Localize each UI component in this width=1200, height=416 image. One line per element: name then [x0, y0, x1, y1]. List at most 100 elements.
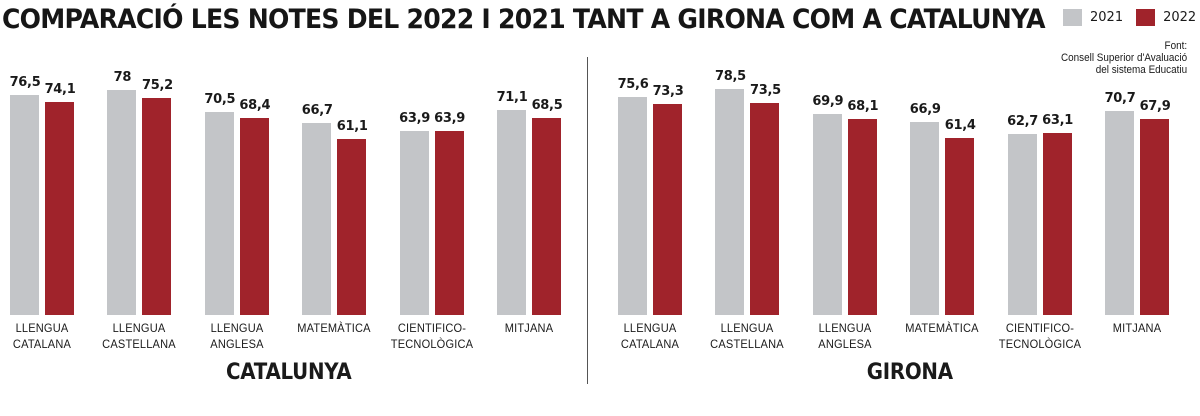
category-line-2: ANGLESA: [210, 337, 264, 351]
category-line-2: CASTELLANA: [710, 337, 785, 351]
source-line-3: del sistema Educatiu: [1095, 64, 1187, 76]
value-label-2022: 75,2: [141, 78, 173, 94]
value-label-2022: 67,9: [1139, 99, 1171, 115]
bar-group: 66,9 61,4 MATEMÀTICA: [905, 0, 990, 416]
value-label-2022: 61,4: [944, 118, 976, 134]
category-line-1: LLENGUA: [818, 321, 872, 335]
category-label: MITJANA: [481, 320, 577, 336]
bar-2021: [618, 97, 647, 315]
bar-group: 63,9 63,9 CIENTIFICO- TECNOLÒGICA: [390, 0, 480, 416]
bar-2022: [653, 103, 682, 315]
bar-2022: [945, 138, 975, 315]
source-note: Font: Consell Superior d'Avaluació del s…: [1061, 40, 1187, 76]
value-label-2021: 71,1: [496, 90, 528, 106]
category-line-2: CATALANA: [12, 337, 72, 351]
bar-2021: [1007, 134, 1037, 315]
value-label-2021: 78: [113, 70, 132, 86]
category-line-1: MITJANA: [1112, 321, 1162, 335]
value-label-2022: 68,5: [531, 97, 563, 113]
category-line-2: TECNOLÒGICA: [390, 337, 473, 351]
value-label-2022: 73,3: [652, 83, 684, 99]
value-label-2021: 76,5: [9, 74, 41, 90]
bar-2022: [1042, 133, 1072, 315]
category-label: LLENGUA CASTELLANA: [92, 320, 188, 352]
source-line-1: Font:: [1164, 40, 1187, 52]
bar-2021: [910, 122, 940, 315]
category-line-1: LLENGUA: [210, 321, 264, 335]
category-line-1: LLENGUA: [112, 321, 166, 335]
bar-2021: [107, 90, 137, 315]
bar-2022: [434, 130, 464, 315]
category-label: LLENGUA ANGLESA: [189, 320, 285, 352]
bar-2021: [812, 113, 842, 315]
value-label-2021: 69,9: [812, 93, 844, 109]
bar-2021: [1105, 111, 1134, 315]
panel-title: GIRONA: [866, 360, 953, 385]
value-label-2021: 75,6: [617, 77, 649, 93]
source-line-2: Consell Superior d'Avaluació: [1060, 52, 1187, 64]
category-label: LLENGUA CASTELLANA: [700, 320, 796, 352]
category-line-2: TECNOLÒGICA: [998, 337, 1081, 351]
value-label-2021: 78,5: [714, 68, 746, 84]
value-label-2022: 63,1: [1042, 113, 1074, 129]
value-label-2021: 70,7: [1104, 91, 1136, 107]
category-label: MITJANA: [1089, 320, 1185, 336]
bar-2022: [1140, 119, 1169, 315]
value-label-2021: 66,7: [301, 102, 333, 118]
bar-group: 66,7 61,1 MATEMÀTICA: [297, 0, 382, 416]
category-line-1: CIENTIFICO-: [397, 321, 466, 335]
bar-2022: [750, 103, 780, 315]
bar-2021: [715, 88, 745, 315]
value-label-2022: 68,1: [847, 98, 879, 114]
category-line-1: MATEMÀTICA: [297, 321, 371, 335]
value-label-2022: 74,1: [44, 81, 76, 97]
bar-2021: [10, 94, 39, 315]
value-label-2021: 66,9: [909, 102, 941, 118]
bar-2022: [847, 118, 877, 315]
category-line-1: LLENGUA: [15, 321, 69, 335]
category-line-1: MITJANA: [504, 321, 554, 335]
legend-swatch-2022: [1136, 9, 1156, 26]
bar-group: 75,6 73,3 LLENGUA CATALANA: [618, 0, 698, 416]
bar-2022: [532, 117, 561, 315]
category-label: LLENGUA CATALANA: [602, 320, 698, 352]
bar-group: 78,5 73,5 LLENGUA CASTELLANA: [711, 0, 795, 416]
value-label-2022: 68,4: [239, 98, 271, 113]
value-label-2022: 61,1: [336, 119, 368, 135]
value-label-2021: 62,7: [1007, 114, 1039, 130]
value-label-2021: 63,9: [399, 110, 431, 126]
panel-divider: [587, 57, 588, 384]
category-line-1: LLENGUA: [623, 321, 677, 335]
category-line-2: CASTELLANA: [102, 337, 177, 351]
bar-group: 70,7 67,9 MITJANA: [1105, 0, 1185, 416]
bar-2022: [45, 101, 74, 315]
bar-group: 70,5 68,4 LLENGUA ANGLESA: [204, 0, 285, 416]
legend-swatch-2021: [1063, 9, 1082, 26]
category-label: MATEMÀTICA: [894, 320, 990, 336]
panel-title: CATALUNYA: [225, 360, 352, 385]
category-label: CIENTIFICO- TECNOLÒGICA: [992, 320, 1088, 352]
bar-group: 78 75,2 LLENGUA CASTELLANA: [103, 0, 187, 416]
category-label: CIENTIFICO- TECNOLÒGICA: [384, 320, 480, 352]
bar-2022: [337, 139, 367, 315]
legend-label-2021: 2021: [1090, 10, 1124, 25]
bar-group: 71,1 68,5 MITJANA: [497, 0, 577, 416]
bar-group: 62,7 63,1 CIENTIFICO- TECNOLÒGICA: [998, 0, 1088, 416]
category-line-1: CIENTIFICO-: [1005, 321, 1074, 335]
chart-title: COMPARACIÓ LES NOTES DEL 2022 I 2021 TAN…: [2, 4, 1046, 35]
legend-label-2022: 2022: [1163, 10, 1197, 25]
value-label-2022: 73,5: [749, 83, 781, 99]
bar-group: 76,5 74,1 LLENGUA CATALANA: [10, 0, 90, 416]
category-line-1: MATEMÀTICA: [905, 321, 979, 335]
category-line-2: CATALANA: [620, 337, 680, 351]
category-label: MATEMÀTICA: [286, 320, 382, 336]
legend: 2021 2022: [1063, 9, 1200, 26]
bar-2022: [142, 98, 172, 315]
value-label-2021: 70,5: [204, 91, 236, 107]
bar-2021: [302, 122, 332, 315]
bar-2022: [239, 118, 269, 315]
category-line-2: ANGLESA: [818, 337, 872, 351]
value-label-2022: 63,9: [434, 110, 466, 126]
